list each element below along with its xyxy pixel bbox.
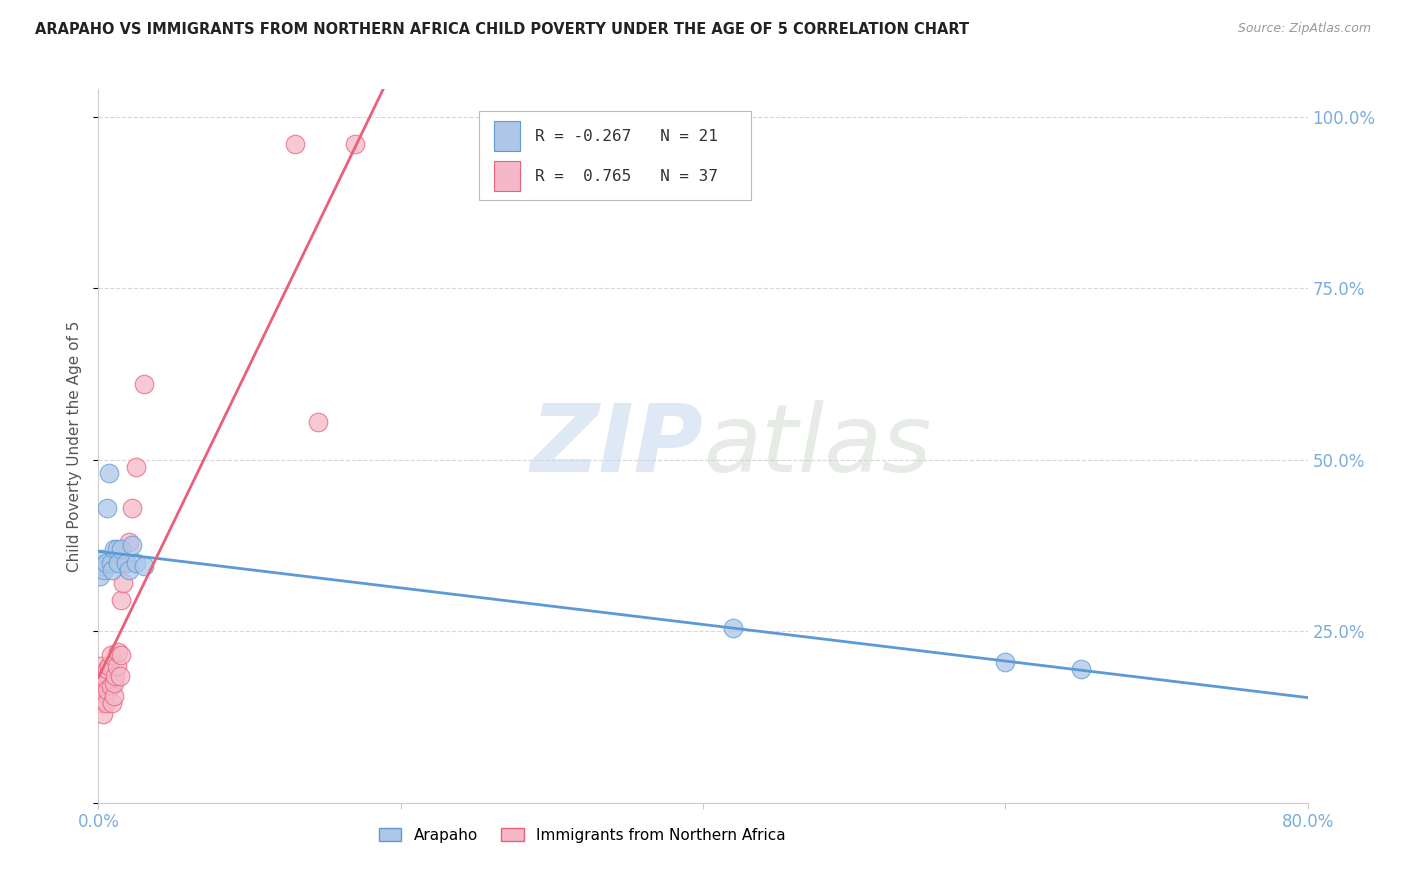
Point: [132, 377, 155, 392]
Point: [103, 675, 125, 690]
Point: [105, 541, 128, 556]
Point: [118, 562, 141, 576]
Point: [89, 690, 111, 704]
Point: [93, 562, 115, 576]
Point: [994, 655, 1017, 669]
Point: [105, 658, 128, 673]
Point: [110, 593, 132, 607]
Y-axis label: Child Poverty Under the Age of 5: Child Poverty Under the Age of 5: [67, 320, 83, 572]
Point: [118, 535, 141, 549]
Point: [110, 541, 132, 556]
Point: [103, 690, 125, 704]
Point: [103, 541, 125, 556]
Point: [89, 658, 111, 673]
Point: [90, 682, 112, 697]
Point: [101, 562, 124, 576]
Point: [94, 556, 117, 570]
Point: [125, 459, 148, 474]
Point: [90, 696, 112, 710]
Point: [89, 675, 111, 690]
Point: [100, 648, 122, 663]
Point: [107, 645, 129, 659]
Point: [93, 675, 115, 690]
Text: atlas: atlas: [703, 401, 931, 491]
Point: [90, 552, 112, 566]
Point: [114, 556, 136, 570]
Point: [98, 467, 121, 481]
Point: [114, 556, 136, 570]
Point: [111, 576, 134, 591]
Point: [93, 686, 115, 700]
Point: [100, 679, 122, 693]
Point: [284, 137, 307, 152]
Bar: [494, 161, 520, 191]
Point: [96, 500, 118, 515]
Point: [91, 559, 114, 574]
Point: [112, 556, 135, 570]
Bar: [494, 121, 520, 152]
Point: [107, 556, 129, 570]
FancyBboxPatch shape: [479, 111, 751, 200]
Point: [91, 706, 114, 721]
Point: [96, 682, 118, 697]
Point: [94, 673, 117, 687]
Point: [89, 669, 111, 683]
Point: [132, 559, 155, 574]
Legend: Arapaho, Immigrants from Northern Africa: Arapaho, Immigrants from Northern Africa: [373, 822, 792, 848]
Point: [307, 415, 329, 429]
Text: R =  0.765   N = 37: R = 0.765 N = 37: [534, 169, 718, 184]
Point: [344, 137, 367, 152]
Point: [90, 673, 112, 687]
Point: [1070, 662, 1092, 676]
Point: [121, 539, 143, 553]
Point: [91, 693, 114, 707]
Point: [104, 669, 127, 683]
Point: [110, 648, 132, 663]
Point: [101, 696, 124, 710]
Point: [100, 556, 122, 570]
Point: [96, 662, 118, 676]
Text: Source: ZipAtlas.com: Source: ZipAtlas.com: [1237, 22, 1371, 36]
Point: [94, 696, 117, 710]
Text: ZIP: ZIP: [530, 400, 703, 492]
Point: [121, 500, 143, 515]
Point: [98, 658, 121, 673]
Point: [108, 669, 131, 683]
Point: [89, 569, 111, 583]
Text: ARAPAHO VS IMMIGRANTS FROM NORTHERN AFRICA CHILD POVERTY UNDER THE AGE OF 5 CORR: ARAPAHO VS IMMIGRANTS FROM NORTHERN AFRI…: [35, 22, 969, 37]
Point: [723, 621, 745, 635]
Text: R = -0.267   N = 21: R = -0.267 N = 21: [534, 128, 718, 144]
Point: [125, 556, 148, 570]
